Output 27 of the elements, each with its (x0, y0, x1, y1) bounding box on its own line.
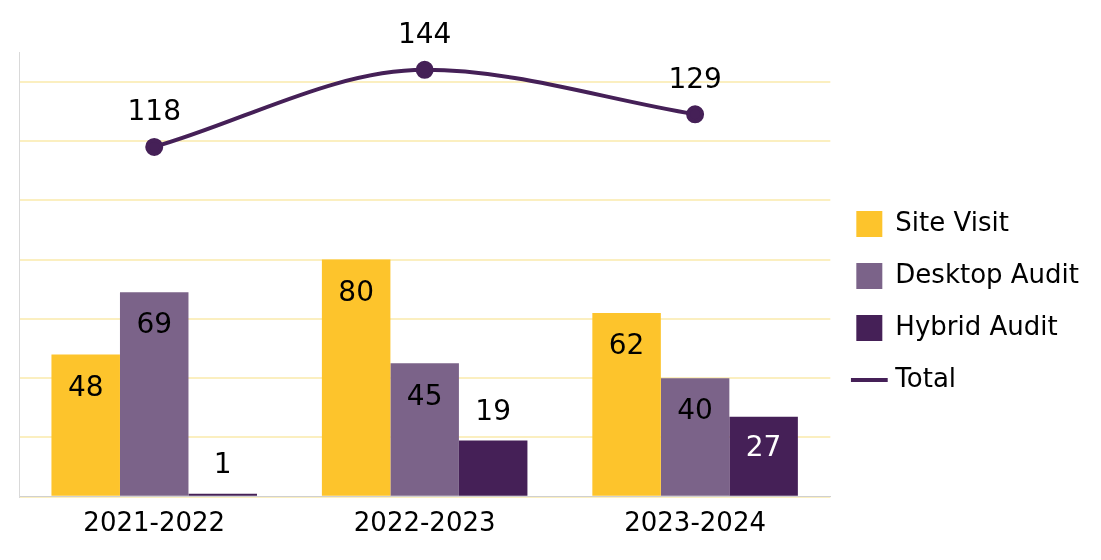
legend-label: Total (894, 362, 957, 393)
bar (458, 440, 528, 496)
data-label: 129 (668, 61, 722, 95)
data-label: 48 (67, 369, 104, 403)
bar (592, 312, 661, 496)
bar (390, 363, 459, 496)
data-label: 45 (406, 378, 443, 412)
data-label: 1 (213, 447, 232, 481)
x-tick-label: 2021-2022 (83, 507, 226, 538)
bar (51, 354, 120, 496)
x-tick-label: 2023-2024 (624, 507, 766, 538)
bar (119, 292, 189, 496)
legend-label: Hybrid Audit (895, 310, 1058, 341)
data-label: 118 (127, 94, 181, 128)
data-label: 40 (677, 393, 713, 427)
data-label: 80 (338, 274, 374, 308)
bar (660, 378, 730, 496)
bar (321, 259, 391, 496)
data-label: 27 (745, 430, 782, 464)
data-label: 144 (397, 17, 452, 51)
data-label: 69 (136, 307, 173, 341)
legend-label: Desktop Audit (895, 258, 1080, 289)
legend-label: Site Visit (895, 206, 1009, 237)
bar (729, 416, 798, 496)
data-label: 62 (608, 328, 645, 362)
x-tick-label: 2022-2023 (353, 507, 496, 538)
data-label: 19 (475, 393, 511, 427)
